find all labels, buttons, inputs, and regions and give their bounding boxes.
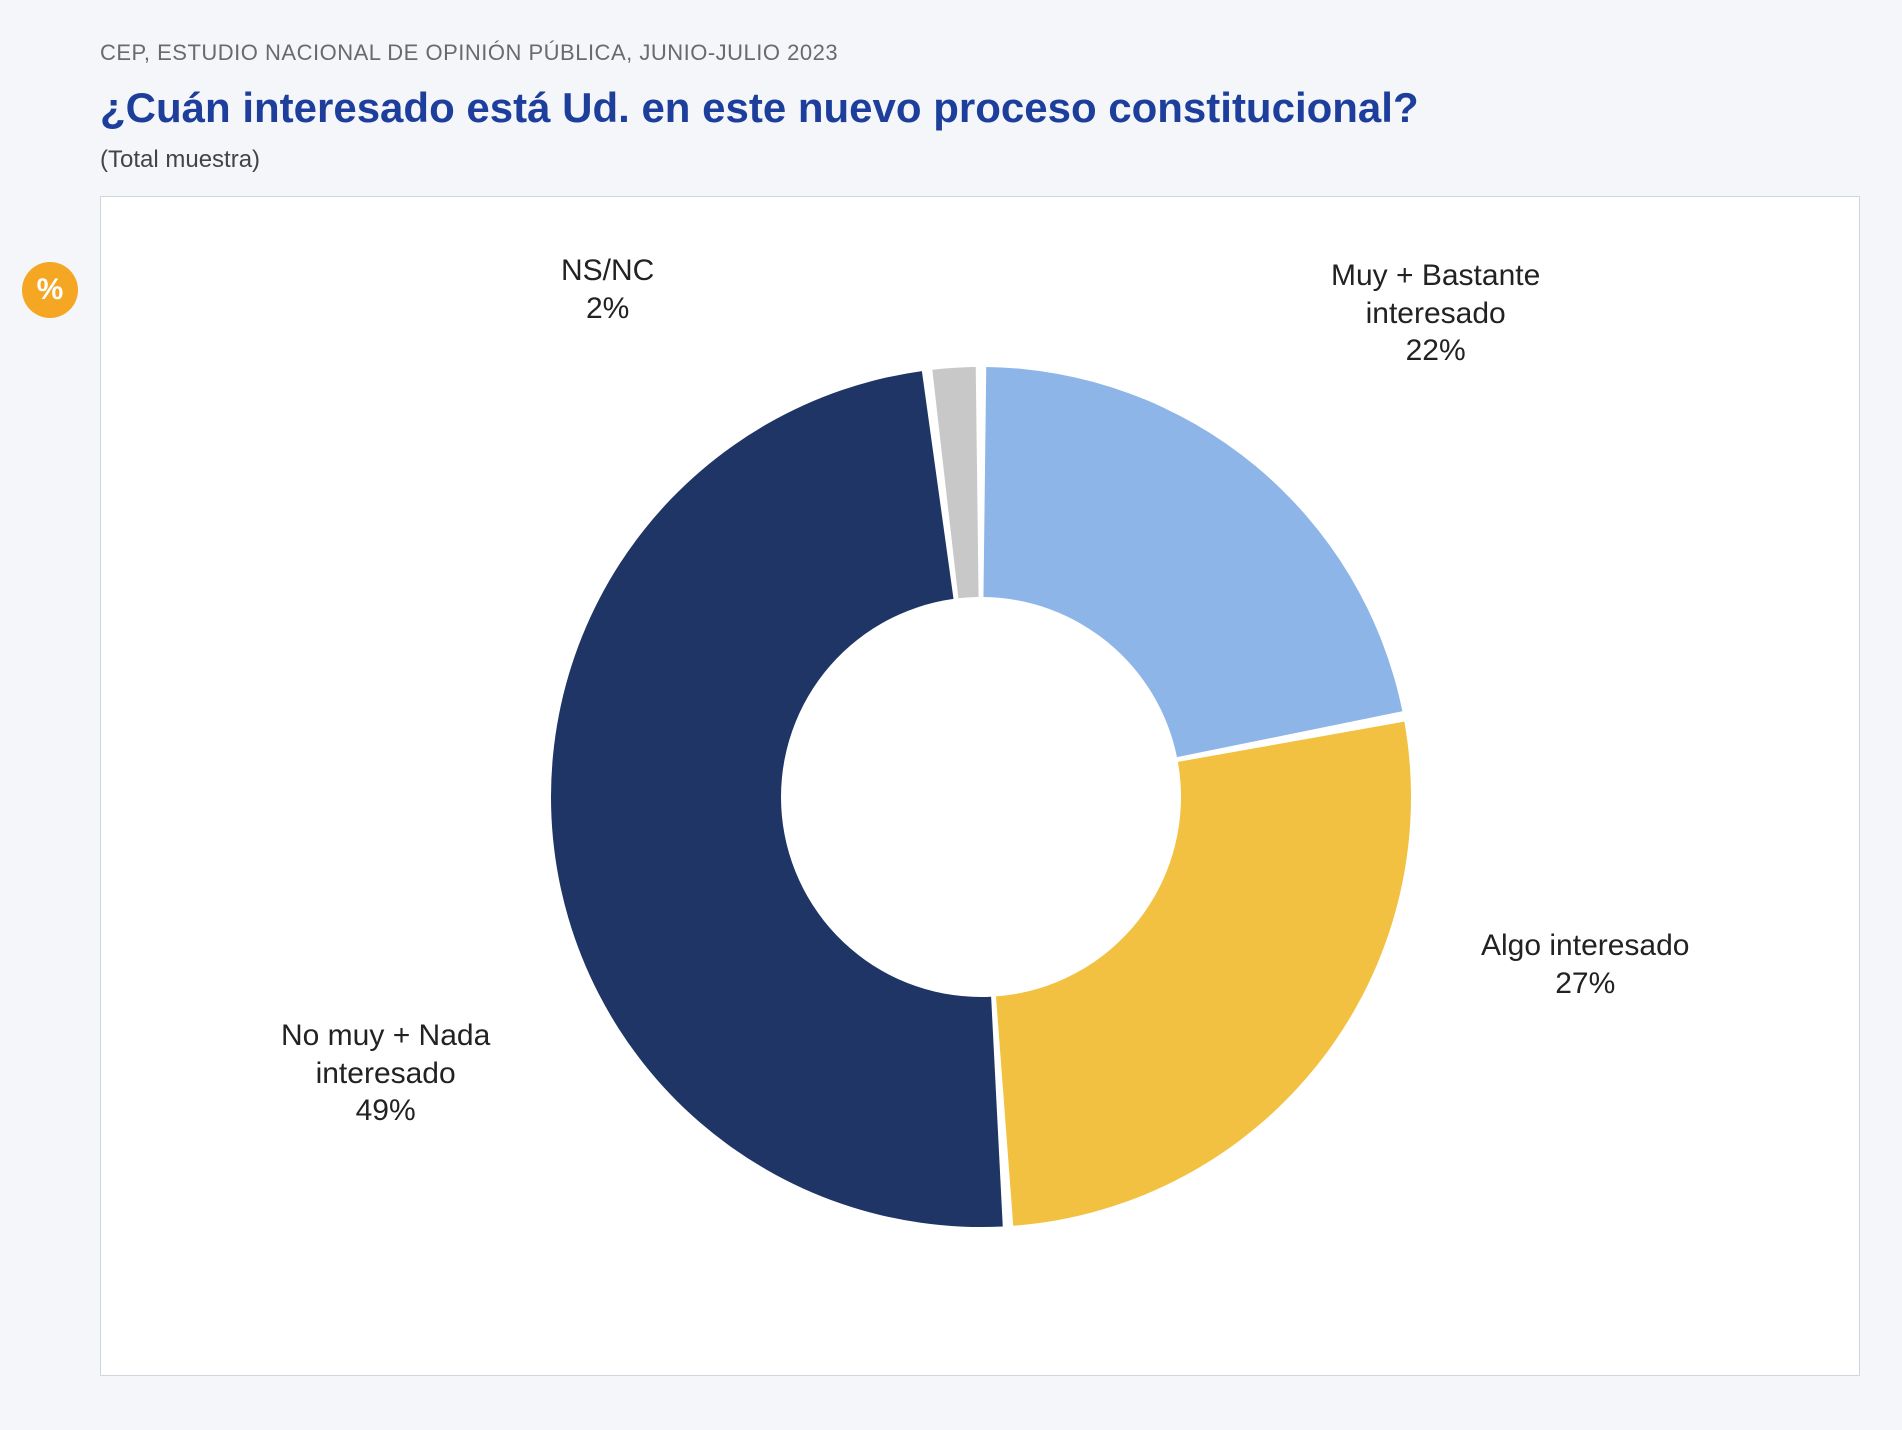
percent-badge[interactable]: % [22, 262, 78, 318]
slice-no_muy_nada[interactable] [551, 371, 1003, 1227]
slice-label-no_muy_nada: No muy + Nada interesado 49% [281, 1017, 490, 1130]
chart-title: ¿Cuán interesado está Ud. en este nuevo … [100, 84, 1862, 132]
percent-badge-symbol: % [37, 273, 64, 307]
slice-label-nsnc: NS/NC 2% [561, 252, 654, 327]
donut-chart [101, 197, 1861, 1377]
slice-algo[interactable] [996, 722, 1411, 1226]
slice-label-muy_bastante: Muy + Bastante interesado 22% [1331, 257, 1540, 370]
chart-subtitle: (Total muestra) [100, 146, 1862, 174]
slice-label-algo: Algo interesado 27% [1481, 927, 1689, 1002]
chart-frame: Muy + Bastante interesado 22% Algo intere… [100, 196, 1860, 1376]
slice-muy_bastante[interactable] [983, 367, 1402, 757]
source-line: CEP, ESTUDIO NACIONAL DE OPINIÓN PÚBLICA… [100, 40, 1862, 66]
